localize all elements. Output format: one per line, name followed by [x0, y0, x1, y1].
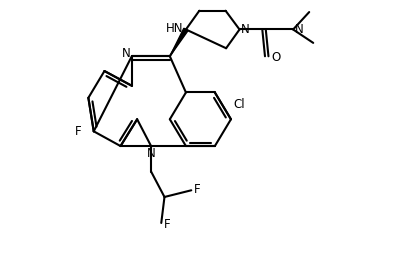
Text: N: N: [295, 23, 304, 36]
Text: O: O: [271, 51, 280, 64]
Text: N: N: [147, 147, 156, 160]
Text: Cl: Cl: [234, 98, 245, 111]
Text: N: N: [241, 23, 250, 36]
Text: HN: HN: [166, 22, 184, 35]
Text: N: N: [122, 47, 131, 60]
Text: F: F: [194, 183, 200, 196]
Polygon shape: [170, 28, 188, 56]
Text: F: F: [164, 218, 170, 231]
Text: F: F: [75, 125, 82, 138]
